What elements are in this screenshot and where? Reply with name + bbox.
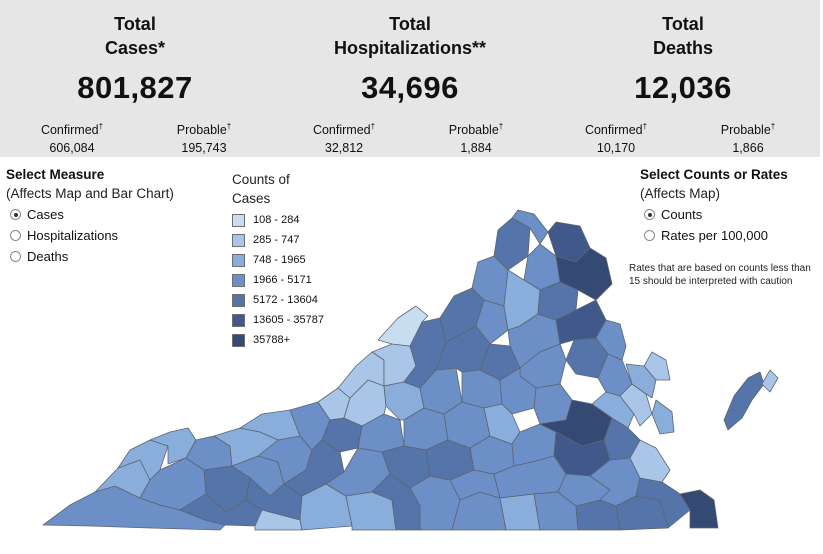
legend-label: 35788+ [253,334,291,346]
measure-option-cases[interactable]: Cases [6,204,174,225]
legend-label: 285 - 747 [253,234,300,246]
radio-icon[interactable] [10,230,21,241]
legend-label: 5172 - 13604 [253,294,318,306]
option-rates-per-100000[interactable]: Rates per 100,000 [640,225,788,246]
select-counts-rates-panel: Select Counts or Rates (Affects Map) Cou… [640,166,788,246]
legend-item: 5172 - 13604 [232,290,324,310]
county-region[interactable] [679,489,719,529]
cases-confirmed: Confirmed† 606,084 [40,122,104,156]
measure-option-deaths[interactable]: Deaths [6,246,174,267]
summary-panel: Total Cases* 801,827 Confirmed† 606,084 … [0,0,820,157]
select-measure-subtitle: (Affects Map and Bar Chart) [6,186,174,201]
county-region[interactable] [723,371,765,431]
total-deaths-value: 12,036 [634,70,732,105]
county-region[interactable] [761,369,779,393]
option-counts[interactable]: Counts [640,204,788,225]
legend-label: 108 - 284 [253,214,300,226]
legend-swatch [232,253,245,267]
county-region[interactable] [377,305,429,347]
county-region[interactable] [643,351,671,381]
virginia-county-map [42,209,779,531]
legend-swatch [232,293,245,307]
legend-swatch [232,333,245,347]
county-region[interactable] [499,493,541,531]
legend-item: 13605 - 35787 [232,310,324,330]
legend-swatch [232,273,245,287]
total-cases-card: Total Cases* 801,827 [0,0,270,157]
legend-item: 285 - 747 [232,230,324,250]
legend-label: 1966 - 5171 [253,274,312,286]
hospitalizations-probable: Probable† 1,884 [448,122,504,156]
county-region[interactable] [595,319,627,361]
legend-label: 13605 - 35787 [253,314,324,326]
deaths-confirmed: Confirmed† 10,170 [584,122,648,156]
radio-icon[interactable] [644,230,655,241]
county-region[interactable] [651,399,675,435]
legend-label: 748 - 1965 [253,254,306,266]
legend-item: 748 - 1965 [232,250,324,270]
cases-probable: Probable† 195,743 [176,122,232,156]
radio-icon[interactable] [10,251,21,262]
legend-item: 35788+ [232,330,324,350]
select-counts-rates-subtitle: (Affects Map) [640,186,721,201]
map-legend: Counts of Cases 108 - 284 285 - 747 748 - … [232,170,324,350]
select-measure-title: Select Measure [6,167,105,182]
radio-icon[interactable] [644,209,655,220]
total-deaths-title: Total Deaths [652,14,714,58]
legend-swatch [232,313,245,327]
select-counts-rates-title: Select Counts or Rates [640,167,788,182]
total-cases-title: Total Cases* [104,14,166,58]
total-hospitalizations-title: Total Hospitalizations** [333,14,487,58]
measure-option-hospitalizations[interactable]: Hospitalizations [6,225,174,246]
hospitalizations-confirmed: Confirmed† 32,812 [312,122,376,156]
legend-swatch [232,233,245,247]
county-region[interactable] [117,439,169,481]
total-deaths-card: Total Deaths 12,036 [548,0,818,157]
legend-swatch [232,213,245,227]
radio-icon[interactable] [10,209,21,220]
legend-item: 1966 - 5171 [232,270,324,290]
legend-item: 108 - 284 [232,210,324,230]
county-region[interactable] [254,509,303,531]
deaths-probable: Probable† 1,866 [720,122,776,156]
rates-caution-note: Rates that are based on counts less than… [629,263,811,287]
total-hospitalizations-value: 34,696 [361,70,459,105]
total-cases-value: 801,827 [77,70,193,105]
select-measure-panel: Select Measure (Affects Map and Bar Char… [6,166,174,267]
legend-title: Counts of Cases [232,172,290,206]
total-hospitalizations-card: Total Hospitalizations** 34,696 [275,0,545,157]
